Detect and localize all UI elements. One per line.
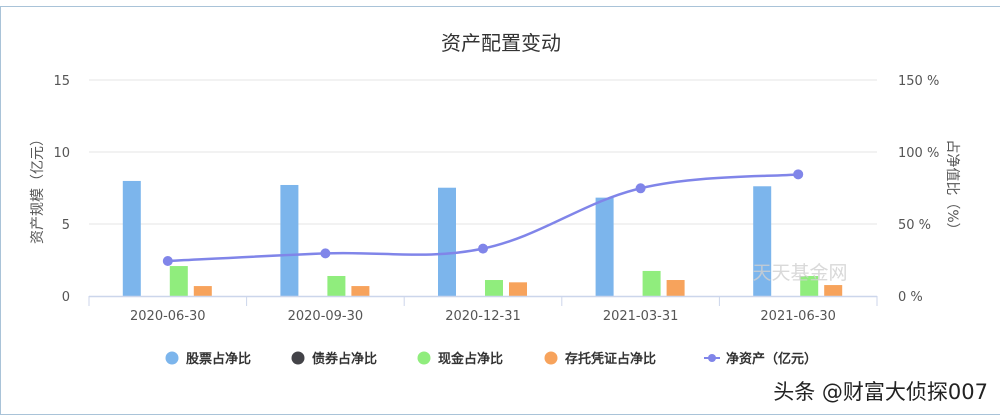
legend-item[interactable]: 存托凭证占净比 <box>544 351 657 367</box>
bar-4 <box>824 285 843 296</box>
bar-1 <box>595 197 614 296</box>
right-tick-label: 0 % <box>898 290 923 305</box>
net-assets-point <box>162 256 173 267</box>
watermark: 天天基金网 <box>752 262 847 284</box>
legend-marker-icon <box>708 354 716 362</box>
bar-3 <box>642 270 661 296</box>
legend-item[interactable]: 股票占净比 <box>165 351 252 367</box>
x-tick-label: 2020-09-30 <box>288 309 364 324</box>
left-tick-label: 15 <box>53 74 70 89</box>
legend-marker-icon <box>544 351 558 365</box>
left-tick-label: 0 <box>62 290 70 305</box>
legend-label: 净资产（亿元） <box>726 351 817 367</box>
bar-1 <box>753 186 772 296</box>
right-axis-title: 占净值比（%） <box>944 139 960 236</box>
legend-label: 债券占净比 <box>312 351 377 367</box>
legend-marker-icon <box>417 351 431 365</box>
bar-4 <box>666 280 685 296</box>
legend-marker-icon <box>291 351 305 365</box>
legend-label: 存托凭证占净比 <box>565 351 656 367</box>
bar-4 <box>509 282 527 296</box>
bar-3 <box>800 275 819 296</box>
bar-3 <box>169 266 188 296</box>
net-assets-point <box>793 169 804 180</box>
left-tick-label: 10 <box>53 146 70 161</box>
left-axis-title: 资产规模（亿元） <box>30 132 46 244</box>
net-assets-point <box>635 183 646 194</box>
right-tick-label: 150 % <box>898 74 939 89</box>
x-tick-label: 2021-06-30 <box>760 309 836 324</box>
legend-marker-icon <box>165 351 179 365</box>
bar-3 <box>327 275 346 296</box>
bar-1 <box>280 184 299 296</box>
legend-item[interactable]: 债券占净比 <box>291 351 378 367</box>
legend-item[interactable]: 净资产（亿元） <box>704 351 817 367</box>
bar-4 <box>193 286 212 296</box>
bar-1 <box>438 187 456 296</box>
x-tick-label: 2020-06-30 <box>130 309 206 324</box>
x-tick-label: 2021-03-31 <box>603 309 679 324</box>
right-tick-label: 50 % <box>898 218 931 233</box>
right-tick-label: 100 % <box>898 146 939 161</box>
left-tick-label: 5 <box>62 218 70 233</box>
bar-1 <box>122 180 141 296</box>
bar-4 <box>351 286 370 296</box>
legend-label: 现金占净比 <box>438 351 503 367</box>
source-credit: 头条 @财富大侦探007 <box>773 380 988 404</box>
legend-label: 股票占净比 <box>186 351 251 367</box>
chart-frame <box>0 6 1000 415</box>
net-assets-point <box>320 248 331 259</box>
legend-item[interactable]: 现金占净比 <box>417 351 504 367</box>
net-assets-point <box>478 243 488 254</box>
x-tick-label: 2020-12-31 <box>445 309 521 324</box>
chart-title: 资产配置变动 <box>441 31 561 55</box>
bar-3 <box>485 280 503 296</box>
